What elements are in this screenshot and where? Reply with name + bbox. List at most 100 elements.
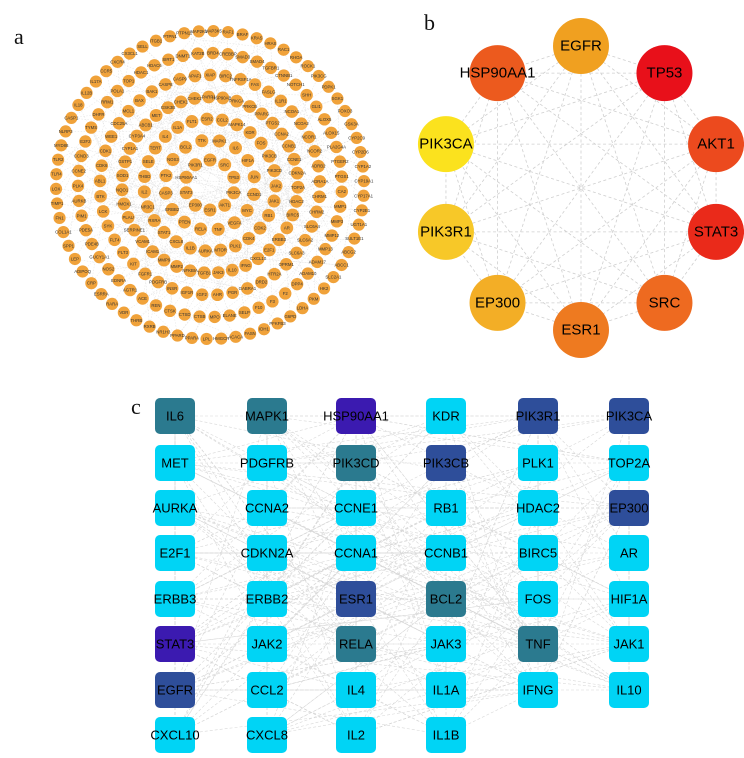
panel-a-node-label: JAK3 — [213, 270, 224, 275]
panel-a-node-label: TGFB1 — [197, 270, 211, 275]
panel-b-node-circle — [553, 18, 609, 74]
panel-a-node-casp1: CASP1 — [64, 111, 79, 125]
panel-a-node-label: MMP3 — [331, 219, 344, 224]
panel-a-node-circle — [159, 186, 173, 200]
panel-c-node-box — [247, 581, 287, 617]
panel-a-edge — [77, 147, 156, 187]
panel-a-node-circle — [207, 24, 220, 38]
panel-a-node-col1a1: COL1A1 — [55, 225, 72, 239]
panel-a-node-thbd: THBD — [138, 170, 152, 184]
panel-a-node-drd2: DRD2 — [255, 275, 268, 289]
panel-a-node-myd88: MYD88 — [54, 139, 69, 152]
panel-a-node-jak1: JAK1 — [267, 194, 281, 208]
panel-c-edge — [174, 415, 539, 645]
panel-a-node-circle — [215, 332, 228, 345]
panel-a-edge — [140, 72, 342, 266]
panel-a-node-circle — [101, 219, 115, 233]
panel-a-node-circle — [218, 198, 232, 212]
panel-c-edge — [174, 415, 539, 645]
panel-c-node-box — [609, 490, 649, 526]
panel-a-node-hdac6: HDAC6 — [147, 59, 162, 72]
panel-a-node-ednra: EDNRA — [111, 274, 126, 287]
panel-a-node-circle — [243, 327, 257, 340]
panel-a-node-pik3cg: PIK3CG — [311, 69, 327, 83]
panel-a-node-label: INSR — [167, 286, 177, 291]
panel-b-node-label: EGFR — [560, 38, 602, 55]
panel-c-edge — [355, 643, 630, 736]
panel-a-node-circle — [352, 218, 365, 231]
panel-c-node-ccl2: CCL2 — [247, 672, 287, 708]
panel-a-node-smad4: SMAD4 — [250, 55, 265, 68]
panel-a-node-alox15: ALOX15 — [323, 126, 340, 140]
panel-a-node-sgk1: SGK1 — [331, 92, 344, 105]
panel-c-edge — [355, 552, 539, 600]
panel-a-node-circle — [240, 204, 254, 218]
panel-a-node-circle — [264, 37, 277, 50]
panel-a-node-label: SLC6A4 — [304, 224, 321, 229]
panel-c-nodes: IL6 MAPK1 HSP90AA1 KDR PIK3R1 PIK3CA MET PDGFRB… — [150, 398, 652, 753]
panel-a-edge — [68, 137, 357, 246]
panel-a-edge — [197, 53, 325, 289]
panel-a-node-circle — [335, 170, 348, 183]
panel-a-node-sod1: SOD1 — [116, 169, 129, 183]
panel-c-node-label: JAK2 — [251, 637, 282, 652]
panel-a-edge — [281, 133, 326, 250]
panel-c-node-box — [336, 490, 376, 526]
panel-c-node-label: TNF — [525, 637, 550, 652]
panel-a-node-rac1: RAC1 — [277, 43, 290, 56]
panel-a-node-circle — [318, 113, 331, 126]
panel-a-node-circle — [227, 216, 241, 230]
panel-a-node-ttk: TTK — [195, 134, 209, 148]
panel-c-node-label: IL4 — [347, 683, 365, 698]
panel-c-edge — [266, 415, 630, 464]
panel-a-node-circle — [185, 331, 199, 345]
panel-c-node-label: MET — [161, 456, 189, 471]
panel-a-node-circle — [331, 92, 344, 105]
panel-c-node-label: KDR — [432, 409, 459, 424]
panel-a-node-circle — [208, 310, 221, 324]
panel-a-node-il4: IL4 — [158, 129, 172, 143]
panel-a-node-timp1: TIMP1 — [51, 197, 64, 210]
panel-a-node-circle — [166, 152, 180, 166]
panel-a-edge — [222, 65, 308, 99]
panel-a-node-label: CDK6 — [96, 163, 108, 168]
panel-a-node-circle — [241, 282, 254, 295]
panel-a-node-circle — [149, 299, 163, 312]
panel-c-edge — [174, 689, 447, 736]
panel-a-node-label: CX3CL1 — [122, 51, 139, 56]
panel-a-node-cyp3a4: CYP3A4 — [129, 129, 146, 143]
panel-a-node-pgr: PGR — [226, 286, 239, 299]
panel-c-node-label: HDAC2 — [516, 501, 560, 516]
panel-a-node-label: PLAU — [123, 215, 134, 220]
panel-a-node-label: MYC — [242, 208, 252, 213]
panel-a-node-label: ABL1 — [95, 178, 106, 183]
panel-a-node-sirt1: SIRT1 — [162, 53, 175, 66]
panel-a-node-foxo3: FOXO3 — [338, 104, 353, 118]
panel-a-node-erbb2: ERBB2 — [165, 202, 180, 216]
panel-a-node-circle — [188, 198, 202, 212]
panel-c-node-ep300: EP300 — [609, 490, 649, 526]
panel-a-node-label: FLT4 — [110, 237, 120, 242]
panel-a-node-pim1: PIM1 — [75, 209, 88, 222]
panel-a-node-circle — [252, 301, 265, 314]
panel-a-node-circle — [51, 153, 65, 166]
panel-a-node-circle — [128, 223, 141, 237]
panel-c-node-label: PDGFRB — [240, 456, 294, 471]
panel-a-node-nos3: NOS3 — [166, 152, 180, 166]
panel-b-edge — [580, 72, 665, 331]
panel-a-node-circle — [236, 50, 249, 64]
panel-a-node-label: JAK2 — [271, 183, 282, 188]
panel-a-node-label: MYD88 — [54, 143, 69, 148]
panel-a-node-circle — [198, 244, 212, 258]
panel-a-node-circle — [72, 98, 85, 112]
panel-a-node-label: CCNE2 — [71, 168, 86, 173]
panel-a-node-hdac2: HDAC2 — [289, 194, 304, 208]
panel-a-node-circle — [298, 233, 312, 247]
panel-a-node-label: CXCL8 — [169, 239, 183, 244]
panel-c-node-box — [155, 535, 195, 571]
panel-a-node-label: TNFRSF1A — [229, 77, 251, 82]
panel-a-node-ncor2: NCOR2 — [307, 144, 323, 158]
panel-c-node-box — [155, 672, 195, 708]
panel-a-edge — [107, 53, 198, 103]
panel-b-node-pik3r1: PIK3R1 — [417, 203, 474, 260]
